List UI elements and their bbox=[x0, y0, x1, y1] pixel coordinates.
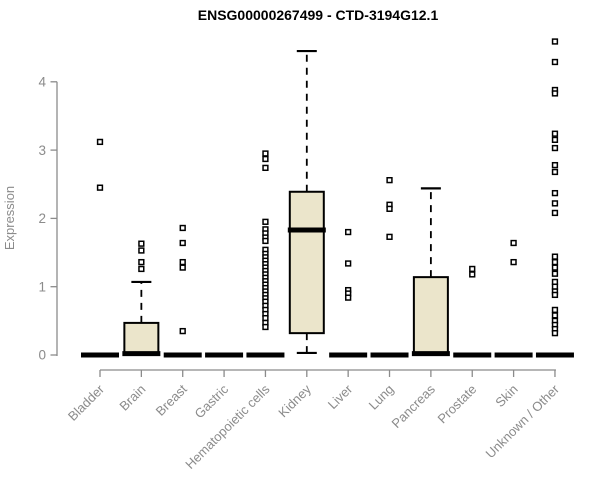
y-axis-title: Expression bbox=[2, 186, 17, 250]
outlier-point bbox=[551, 253, 559, 260]
outlier-point bbox=[345, 260, 352, 267]
outlier-point bbox=[386, 233, 393, 240]
x-tick-label-pancreas: Pancreas bbox=[389, 381, 439, 431]
outlier-point bbox=[179, 264, 186, 271]
outlier-point bbox=[469, 271, 476, 278]
outlier-point bbox=[96, 184, 104, 191]
iqr-box bbox=[412, 276, 449, 356]
x-tick-label-bladder: Bladder bbox=[65, 381, 108, 424]
chart-title: ENSG00000267499 - CTD-3194G12.1 bbox=[198, 7, 439, 23]
x-tick-label-breast: Breast bbox=[153, 381, 190, 418]
x-tick-label-kidney: Kidney bbox=[275, 381, 314, 420]
x-tick-label-liver: Liver bbox=[325, 381, 356, 412]
x-tick-label-unknown-other: Unknown / Other bbox=[482, 381, 562, 461]
box-group-kidney bbox=[287, 49, 326, 355]
outlier-point bbox=[551, 144, 559, 152]
outlier-point bbox=[262, 237, 269, 245]
outlier-point bbox=[551, 136, 559, 144]
outlier-point bbox=[96, 138, 104, 146]
box-group-skin bbox=[494, 239, 533, 358]
box-group-pancreas bbox=[411, 187, 450, 357]
x-tick-label-brain: Brain bbox=[116, 382, 148, 414]
outlier-point bbox=[551, 312, 559, 319]
outlier-point bbox=[138, 240, 145, 247]
outlier-point bbox=[386, 205, 393, 212]
outlier-point bbox=[551, 200, 559, 207]
outlier-point bbox=[510, 239, 517, 247]
outlier-point bbox=[551, 189, 559, 197]
outlier-point bbox=[262, 150, 269, 157]
outlier-point bbox=[551, 209, 559, 217]
box-group-bladder bbox=[81, 138, 119, 358]
outlier-point bbox=[179, 224, 186, 232]
x-tick-label-skin: Skin bbox=[492, 382, 520, 410]
y-tick-label: 3 bbox=[38, 143, 46, 158]
box-group-breast bbox=[163, 224, 202, 358]
outlier-point bbox=[138, 247, 145, 254]
outlier-point bbox=[262, 218, 269, 225]
box-group-lung bbox=[370, 177, 409, 358]
outlier-point bbox=[262, 155, 269, 163]
outlier-point bbox=[551, 270, 559, 277]
plot-area: 0 1 2 3 4 Bladder Brain Breast GastricHematopoie… bbox=[38, 38, 574, 472]
outlier-point bbox=[551, 291, 559, 299]
y-tick-label: 4 bbox=[38, 75, 46, 90]
y-axis: 0 1 2 3 4 bbox=[38, 75, 58, 363]
outlier-point bbox=[138, 265, 145, 273]
y-tick-label: 2 bbox=[38, 211, 46, 226]
outlier-point bbox=[551, 161, 559, 169]
outlier-point bbox=[551, 264, 559, 271]
box-group-prostate bbox=[453, 265, 492, 358]
outlier-point bbox=[551, 306, 559, 314]
outlier-point bbox=[179, 258, 186, 266]
outlier-point bbox=[179, 239, 186, 247]
outlier-point bbox=[262, 164, 269, 172]
x-tick-label-lung: Lung bbox=[366, 382, 397, 413]
box-group-liver bbox=[329, 228, 368, 358]
box-group-hematopoietic-cells bbox=[246, 150, 285, 358]
outlier-point bbox=[551, 38, 559, 45]
iqr-box bbox=[123, 321, 160, 356]
outlier-point bbox=[262, 323, 269, 331]
iqr-box bbox=[288, 190, 325, 335]
outlier-point bbox=[551, 168, 559, 176]
box-group-brain bbox=[122, 240, 161, 357]
outlier-point bbox=[179, 327, 186, 335]
outlier-point bbox=[551, 258, 559, 266]
outlier-point bbox=[345, 228, 352, 236]
outlier-point bbox=[138, 258, 145, 266]
outlier-point bbox=[510, 258, 517, 266]
outlier-point bbox=[469, 265, 476, 273]
outlier-point bbox=[551, 90, 559, 97]
box-group-unknown-other bbox=[535, 38, 574, 358]
outlier-point bbox=[345, 294, 352, 301]
outlier-point bbox=[551, 58, 559, 66]
y-tick-label: 1 bbox=[38, 279, 46, 294]
x-tick-label-gastric: Gastric bbox=[191, 381, 231, 421]
outlier-point bbox=[386, 177, 393, 184]
y-tick-label: 0 bbox=[38, 348, 46, 363]
x-tick-label-prostate: Prostate bbox=[435, 382, 480, 427]
outlier-point bbox=[551, 329, 559, 337]
outlier-point bbox=[551, 130, 559, 137]
